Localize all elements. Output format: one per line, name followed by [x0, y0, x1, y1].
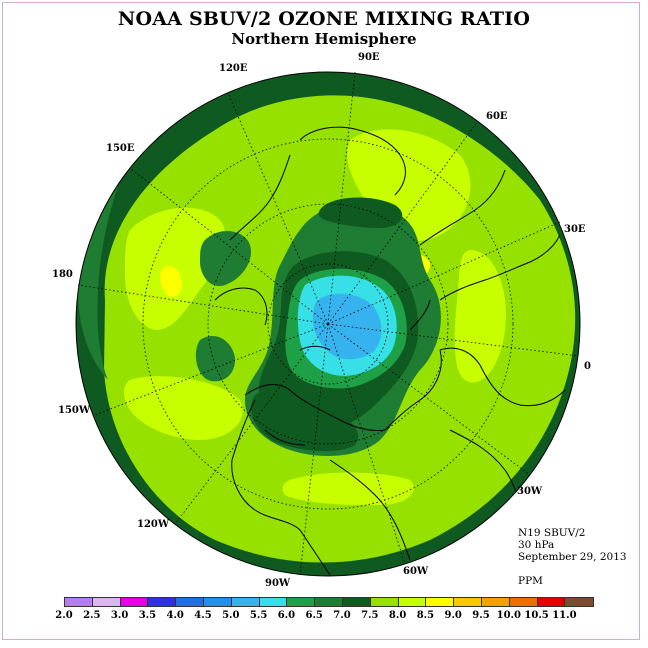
contour-8-0-8-5-sw — [124, 376, 243, 440]
map-edge — [75, 71, 581, 577]
lon-label-150e: 150E — [106, 143, 135, 154]
contour-7-0-7-5-arm2 — [195, 336, 236, 382]
contour-west-strip — [78, 180, 120, 380]
colorbar-tick-label: 7.5 — [361, 610, 379, 621]
contour-6-5-7-0-na — [251, 390, 359, 452]
colorbar-tick-label: 6.5 — [305, 610, 323, 621]
colorbar-labels: 2.0 2.5 3.0 3.5 4.0 4.5 5.0 5.5 6.0 6.5 7.0 7.5 8.0 8… — [0, 610, 648, 624]
coastlines — [214, 126, 566, 576]
colorbar-swatch — [176, 598, 204, 606]
colorbar-tick-label: 9.0 — [444, 610, 462, 621]
colorbar-swatch — [398, 598, 427, 606]
lon-label-30e: 30E — [564, 224, 586, 235]
colorbar-tick-label: 2.0 — [55, 610, 73, 621]
colorbar-swatch — [342, 598, 371, 606]
graticule — [77, 71, 579, 576]
figure-frame — [2, 2, 640, 640]
contour-5-0-5-5 — [312, 293, 382, 360]
colorbar-swatch — [148, 598, 177, 606]
colorbar-swatch — [537, 598, 566, 606]
lon-label-60e: 60E — [486, 111, 508, 122]
colorbar-swatch — [315, 598, 343, 606]
contour-8-0-8-5-east — [454, 250, 506, 383]
colorbar-swatch — [454, 598, 482, 606]
colorbar-tick-label: 4.5 — [194, 610, 212, 621]
colorbar-swatch — [426, 598, 455, 606]
chart-subtitle: Northern Hemisphere — [231, 30, 417, 48]
colorbar-swatch — [231, 598, 260, 606]
date-label: September 29, 2013 — [518, 551, 627, 563]
lon-label-120e: 120E — [219, 63, 248, 74]
chart-title: NOAA SBUV/2 OZONE MIXING RATIO — [117, 8, 531, 30]
lon-label-120w: 120W — [137, 519, 170, 530]
colorbar-swatch — [565, 598, 594, 606]
lon-label-150w: 150W — [58, 405, 91, 416]
colorbar-swatch — [259, 598, 288, 606]
colorbar-swatch — [287, 598, 316, 606]
colorbar-swatch — [203, 598, 232, 606]
colorbar-tick-label: 3.5 — [138, 610, 157, 621]
colorbar-tick-label: 11.0 — [552, 610, 577, 621]
colorbar-tick-label: 10.5 — [524, 610, 549, 621]
colorbar-tick-label: 8.5 — [416, 610, 435, 621]
colorbar-tick-label: 8.0 — [388, 610, 407, 621]
units-label: PPM — [518, 575, 543, 587]
colorbar-tick-label: 3.0 — [110, 610, 129, 621]
lon-label-180: 180 — [52, 269, 73, 280]
colorbar — [64, 597, 595, 607]
colorbar-tick-label: 9.5 — [472, 610, 490, 621]
colorbar-tick-label: 2.5 — [83, 610, 101, 621]
colorbar-swatch — [65, 598, 93, 606]
satellite-label: N19 SBUV/2 — [518, 527, 586, 539]
colorbar-swatch — [509, 598, 538, 606]
colorbar-swatch — [370, 598, 399, 606]
colorbar-swatch — [92, 598, 121, 606]
level-label: 30 hPa — [518, 539, 555, 551]
lon-label-30w: 30W — [517, 486, 543, 497]
lon-label-90w: 90W — [265, 578, 291, 589]
contour-8-0-8-5-south — [282, 472, 414, 506]
contour-8-5-9-0-b — [160, 265, 182, 297]
colorbar-swatch — [120, 598, 149, 606]
colorbar-tick-label: 10.0 — [496, 610, 521, 621]
lon-label-60w: 60W — [403, 566, 429, 577]
colorbar-swatch — [481, 598, 510, 606]
colorbar-tick-label: 7.0 — [333, 610, 351, 621]
contour-7-0-7-5-arm — [200, 230, 251, 286]
colorbar-tick-label: 6.0 — [277, 610, 296, 621]
colorbar-tick-label: 5.5 — [249, 610, 268, 621]
colorbar-tick-label: 4.0 — [166, 610, 184, 621]
lon-label-90e: 90E — [358, 52, 380, 63]
info-block: N19 SBUV/2 30 hPa September 29, 2013 — [518, 527, 627, 563]
colorbar-tick-label: 5.0 — [222, 610, 240, 621]
lon-label-0: 0 — [584, 361, 591, 372]
